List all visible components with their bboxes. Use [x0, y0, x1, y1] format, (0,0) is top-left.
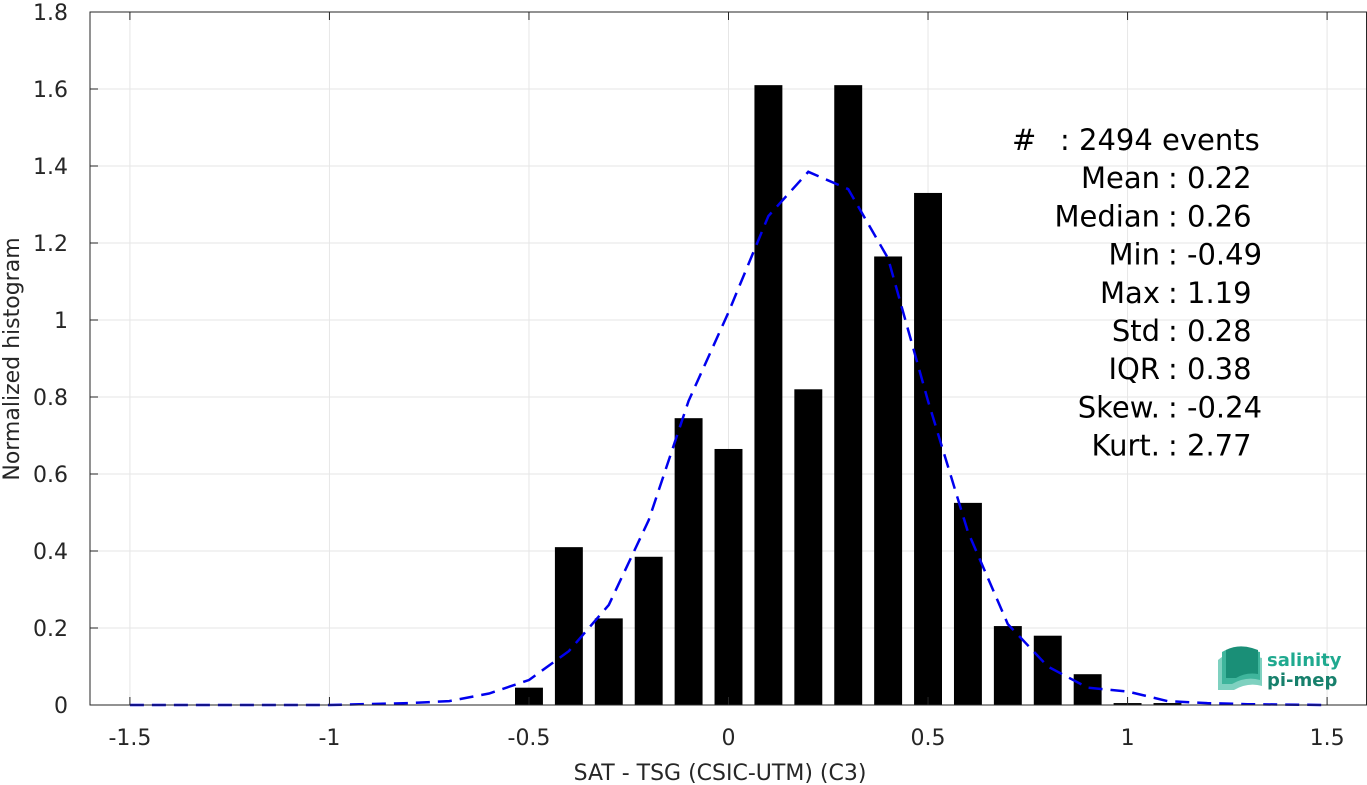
histogram-bar	[594, 618, 623, 705]
histogram-bar	[674, 418, 703, 705]
y-tick-label: 0.6	[33, 463, 68, 488]
stat-value: : -0.49	[1168, 238, 1262, 272]
x-tick-label: -0.5	[508, 726, 551, 751]
stat-label: IQR	[1108, 352, 1160, 386]
x-tick-label: -1	[318, 726, 340, 751]
histogram-bar	[515, 687, 543, 705]
y-axis-label: Normalized histogram	[0, 237, 25, 480]
y-tick-label: 1.2	[33, 232, 68, 257]
y-tick-label: 1.8	[33, 1, 68, 26]
histogram-bar	[993, 626, 1022, 705]
y-tick-label: 1	[54, 309, 68, 334]
y-tick-label: 0.8	[33, 386, 68, 411]
stat-label: #	[1012, 123, 1036, 157]
x-axis-label: SAT - TSG (CSIC-UTM) (C3)	[574, 761, 867, 785]
y-tick-label: 0.2	[33, 617, 68, 642]
gaussian-fit-line	[129, 170, 1328, 707]
stat-label: Std	[1112, 314, 1160, 348]
histogram-bar	[714, 448, 743, 705]
stat-label: Skew.	[1078, 390, 1160, 424]
x-tick-label: 0.5	[911, 726, 946, 751]
x-tick-label: 1	[1121, 726, 1135, 751]
x-tick-label: -1.5	[108, 726, 151, 751]
logo-text-pi-mep: pi-mep	[1267, 670, 1337, 691]
stat-value: : 0.38	[1168, 352, 1252, 386]
stat-value: : 0.22	[1168, 161, 1252, 195]
histogram-bar	[953, 502, 982, 705]
stat-value: : 0.26	[1168, 199, 1252, 233]
histogram-bar	[874, 256, 903, 705]
stat-value: : 0.28	[1168, 314, 1252, 348]
histogram-bar	[1153, 703, 1182, 705]
logo-text-salinity: salinity	[1267, 650, 1342, 671]
stat-value: : -0.24	[1168, 390, 1262, 424]
stat-value: : 2.77	[1168, 429, 1252, 463]
histogram-bar	[834, 85, 863, 705]
histogram-bar	[794, 389, 823, 705]
y-tick-label: 1.4	[33, 155, 68, 180]
y-tick-label: 0.4	[33, 540, 68, 565]
fit-curve	[129, 170, 1328, 707]
histogram-bar	[554, 547, 583, 705]
stat-label: Median	[1055, 199, 1160, 233]
stat-value: : 1.19	[1168, 276, 1252, 310]
stat-label: Kurt.	[1092, 429, 1160, 463]
y-tick-label: 0	[54, 694, 68, 719]
wave-logo-icon	[1218, 646, 1262, 690]
salinity-pi-mep-logo: salinity pi-mep	[1218, 646, 1342, 691]
stat-value: : 2494 events	[1060, 123, 1260, 157]
y-tick-label: 1.6	[33, 78, 68, 103]
x-tick-labels: -1.5 -1 -0.5 0 0.5 1 1.5	[108, 726, 1344, 751]
stat-label: Mean	[1081, 161, 1160, 195]
y-tick-labels: 0 0.2 0.4 0.6 0.8 1 1.2 1.4 1.6 1.8	[33, 1, 68, 719]
x-tick-label: 0	[722, 726, 736, 751]
histogram-bar	[634, 556, 663, 705]
stat-label: Max	[1100, 276, 1160, 310]
histogram-bar	[914, 192, 942, 705]
x-tick-label: 1.5	[1310, 726, 1345, 751]
histogram-bar	[754, 85, 783, 705]
stat-label: Min	[1109, 238, 1160, 272]
